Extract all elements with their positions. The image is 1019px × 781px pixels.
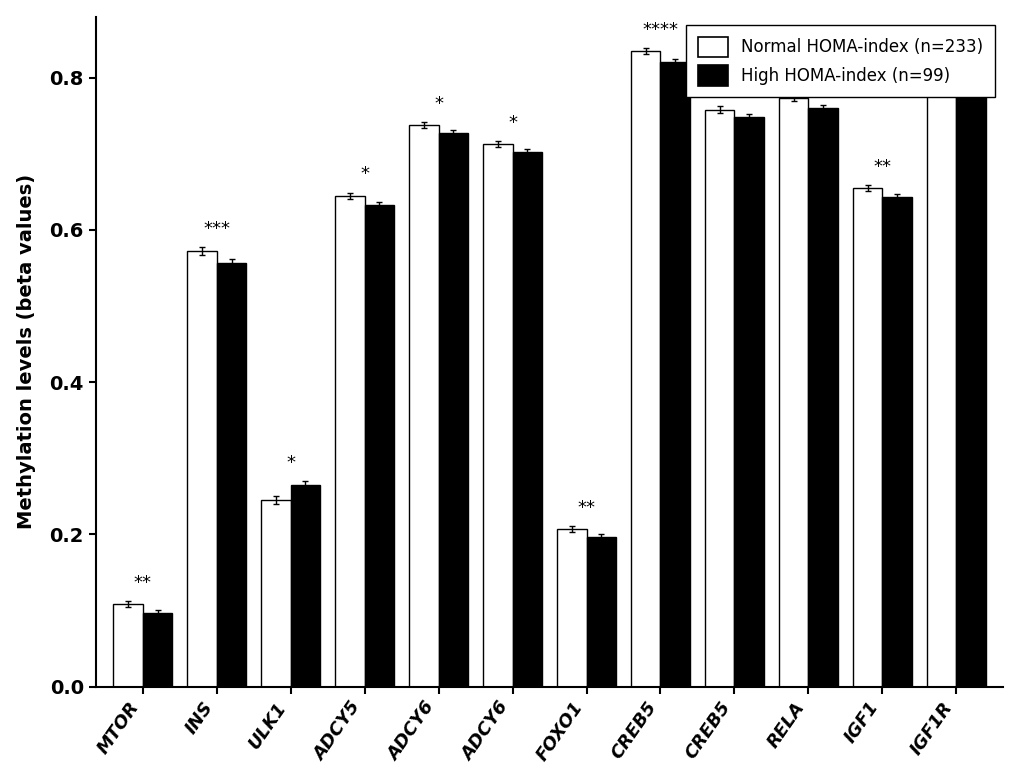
Bar — [438, 133, 468, 686]
Text: ***: *** — [794, 68, 821, 86]
Bar — [852, 188, 881, 686]
Text: ***: *** — [203, 220, 230, 238]
Bar — [216, 262, 247, 686]
Y-axis label: Methylation levels (beta values): Methylation levels (beta values) — [16, 174, 36, 530]
Bar — [779, 98, 808, 686]
Bar — [409, 125, 438, 686]
Bar — [881, 197, 911, 686]
Bar — [143, 613, 172, 686]
Bar — [335, 195, 365, 686]
Bar — [704, 109, 734, 686]
Bar — [631, 51, 660, 686]
Bar — [956, 87, 985, 686]
Bar — [261, 500, 290, 686]
Text: *: * — [360, 166, 369, 184]
Bar — [926, 77, 956, 686]
Bar — [483, 144, 513, 686]
Bar — [513, 152, 542, 686]
Bar — [734, 117, 763, 686]
Text: **: ** — [133, 574, 152, 592]
Bar — [186, 251, 216, 686]
Text: **: ** — [947, 48, 964, 66]
Bar — [556, 529, 586, 686]
Bar — [586, 537, 615, 686]
Bar — [660, 62, 690, 686]
Text: *: * — [507, 113, 517, 132]
Bar — [808, 108, 838, 686]
Text: **: ** — [872, 158, 891, 176]
Bar — [290, 485, 320, 686]
Text: ****: **** — [642, 21, 678, 39]
Text: **: ** — [725, 80, 743, 98]
Text: **: ** — [577, 499, 595, 517]
Legend: Normal HOMA-index (n=233), High HOMA-index (n=99): Normal HOMA-index (n=233), High HOMA-ind… — [686, 25, 994, 98]
Text: *: * — [286, 454, 294, 472]
Text: *: * — [434, 95, 442, 112]
Bar — [113, 604, 143, 686]
Bar — [365, 205, 394, 686]
